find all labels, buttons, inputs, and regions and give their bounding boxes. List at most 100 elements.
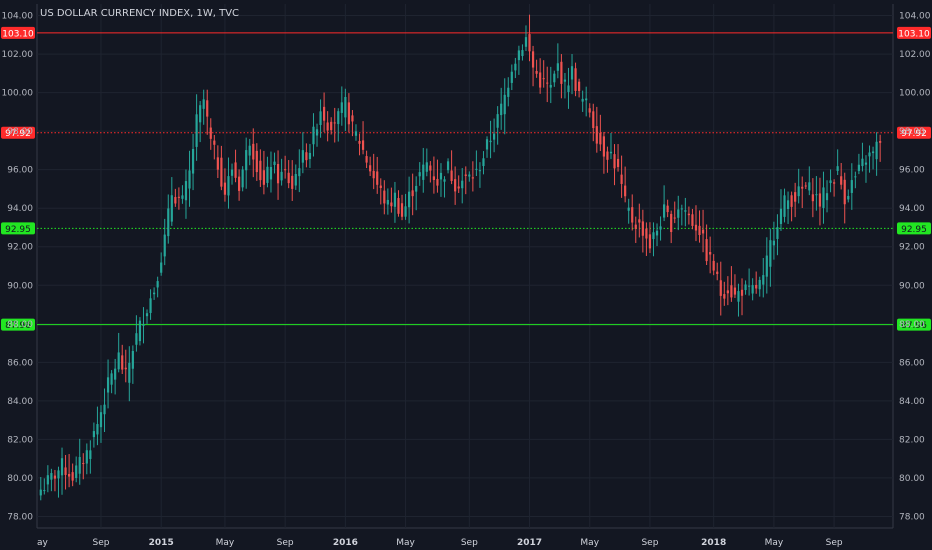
candle-body <box>383 190 386 204</box>
candle-body <box>514 63 517 71</box>
y-tick-label-left: 82.00 <box>7 435 33 445</box>
chart-title: US DOLLAR CURRENCY INDEX, 1W, TVC <box>40 8 239 19</box>
candle-body <box>153 292 156 295</box>
candle-body <box>305 152 308 161</box>
candle-body <box>684 210 687 212</box>
candle-body <box>131 350 134 369</box>
level-badge-left <box>1 318 35 331</box>
candle-body <box>149 298 152 313</box>
candle-body <box>255 150 258 173</box>
level-badge-label: 103.10 <box>2 29 34 39</box>
candle-body <box>553 73 556 83</box>
candle-body <box>78 457 81 474</box>
candle-body <box>730 285 733 298</box>
candle-body <box>833 182 836 184</box>
candle-body <box>209 127 212 139</box>
y-tick-label-left: 84.00 <box>7 397 33 407</box>
y-tick-label-right: 78.00 <box>899 512 925 522</box>
y-axis-right: 78.00 80.00 82.00 84.00 86.00 88.00 90.00 92.00… <box>899 12 931 523</box>
candle-body <box>666 205 669 213</box>
level-badge-label: 87.96 <box>901 321 927 331</box>
candle-body <box>879 141 882 143</box>
candle-body <box>478 170 482 172</box>
candle-body <box>333 122 336 124</box>
candle-body <box>252 143 255 160</box>
y-tick-label-left: 80.00 <box>7 474 33 484</box>
candle-body <box>411 190 414 197</box>
candle-body <box>234 162 237 178</box>
candle-body <box>783 195 786 217</box>
candle-body <box>195 114 198 147</box>
x-tick-label: Sep <box>641 538 658 548</box>
candle-body <box>769 240 772 267</box>
candle-body <box>439 172 443 180</box>
candle-body <box>804 185 807 187</box>
candle-body <box>801 186 804 189</box>
candle-body <box>110 373 113 385</box>
candle-body <box>124 367 127 370</box>
candle-body <box>464 174 467 176</box>
candle-body <box>68 474 71 477</box>
candle-body <box>531 51 535 68</box>
candle-body <box>71 472 74 481</box>
candle-body <box>206 100 209 117</box>
candle-body <box>811 194 814 202</box>
candle-body <box>840 176 843 185</box>
candle-body <box>400 203 404 217</box>
candle-body <box>365 156 368 163</box>
candle-body <box>64 467 67 475</box>
x-tick-label: May <box>216 538 235 548</box>
level-badge-label: 87.96 <box>5 321 31 331</box>
candle-body <box>815 194 818 196</box>
candle-body <box>241 169 244 188</box>
candle-body <box>751 285 754 294</box>
candle-body <box>857 164 860 171</box>
candle-body <box>694 224 698 231</box>
candle-body <box>128 362 131 383</box>
candle-body <box>245 150 248 171</box>
candle-body <box>797 186 800 197</box>
candle-body <box>397 198 400 214</box>
candle-body <box>631 207 634 223</box>
y-tick-label-left: 94.00 <box>7 204 33 214</box>
candle-body <box>567 85 570 92</box>
candle-body <box>794 192 797 202</box>
candle-body <box>301 150 304 163</box>
candle-body <box>457 186 460 189</box>
candle-body <box>471 177 474 179</box>
candle-body <box>393 192 397 207</box>
candle-body <box>737 291 740 302</box>
candle-body <box>99 412 103 428</box>
candle-body <box>199 105 202 123</box>
candle-body <box>92 431 95 438</box>
level-badge-label: 103.10 <box>898 29 930 39</box>
level-badge-right <box>897 318 931 331</box>
candle-body <box>701 229 705 234</box>
candle-body <box>266 166 269 183</box>
candle-body <box>836 166 839 171</box>
candle-body <box>436 178 439 186</box>
candle-body <box>517 50 520 61</box>
level-badge-left <box>1 222 35 235</box>
candle-body <box>818 193 822 207</box>
candle-body <box>96 424 99 435</box>
candle-body <box>287 172 290 184</box>
candle-body <box>825 193 829 201</box>
level-lines <box>37 32 893 326</box>
candle-body <box>556 63 559 71</box>
candle-body <box>315 129 319 136</box>
candle-body <box>294 174 297 186</box>
candle-body <box>298 168 301 177</box>
candle-body <box>308 152 312 160</box>
candle-body <box>369 165 372 172</box>
candle-body <box>354 131 358 136</box>
candle-body <box>510 71 513 83</box>
level-badge-right <box>897 222 931 235</box>
candle-body <box>663 204 666 218</box>
candle-body <box>482 158 485 167</box>
candle-body <box>57 470 60 479</box>
x-tick-label: May <box>396 538 415 548</box>
candle-body <box>142 324 145 326</box>
candle-body <box>822 187 825 208</box>
candle-body <box>641 221 644 236</box>
